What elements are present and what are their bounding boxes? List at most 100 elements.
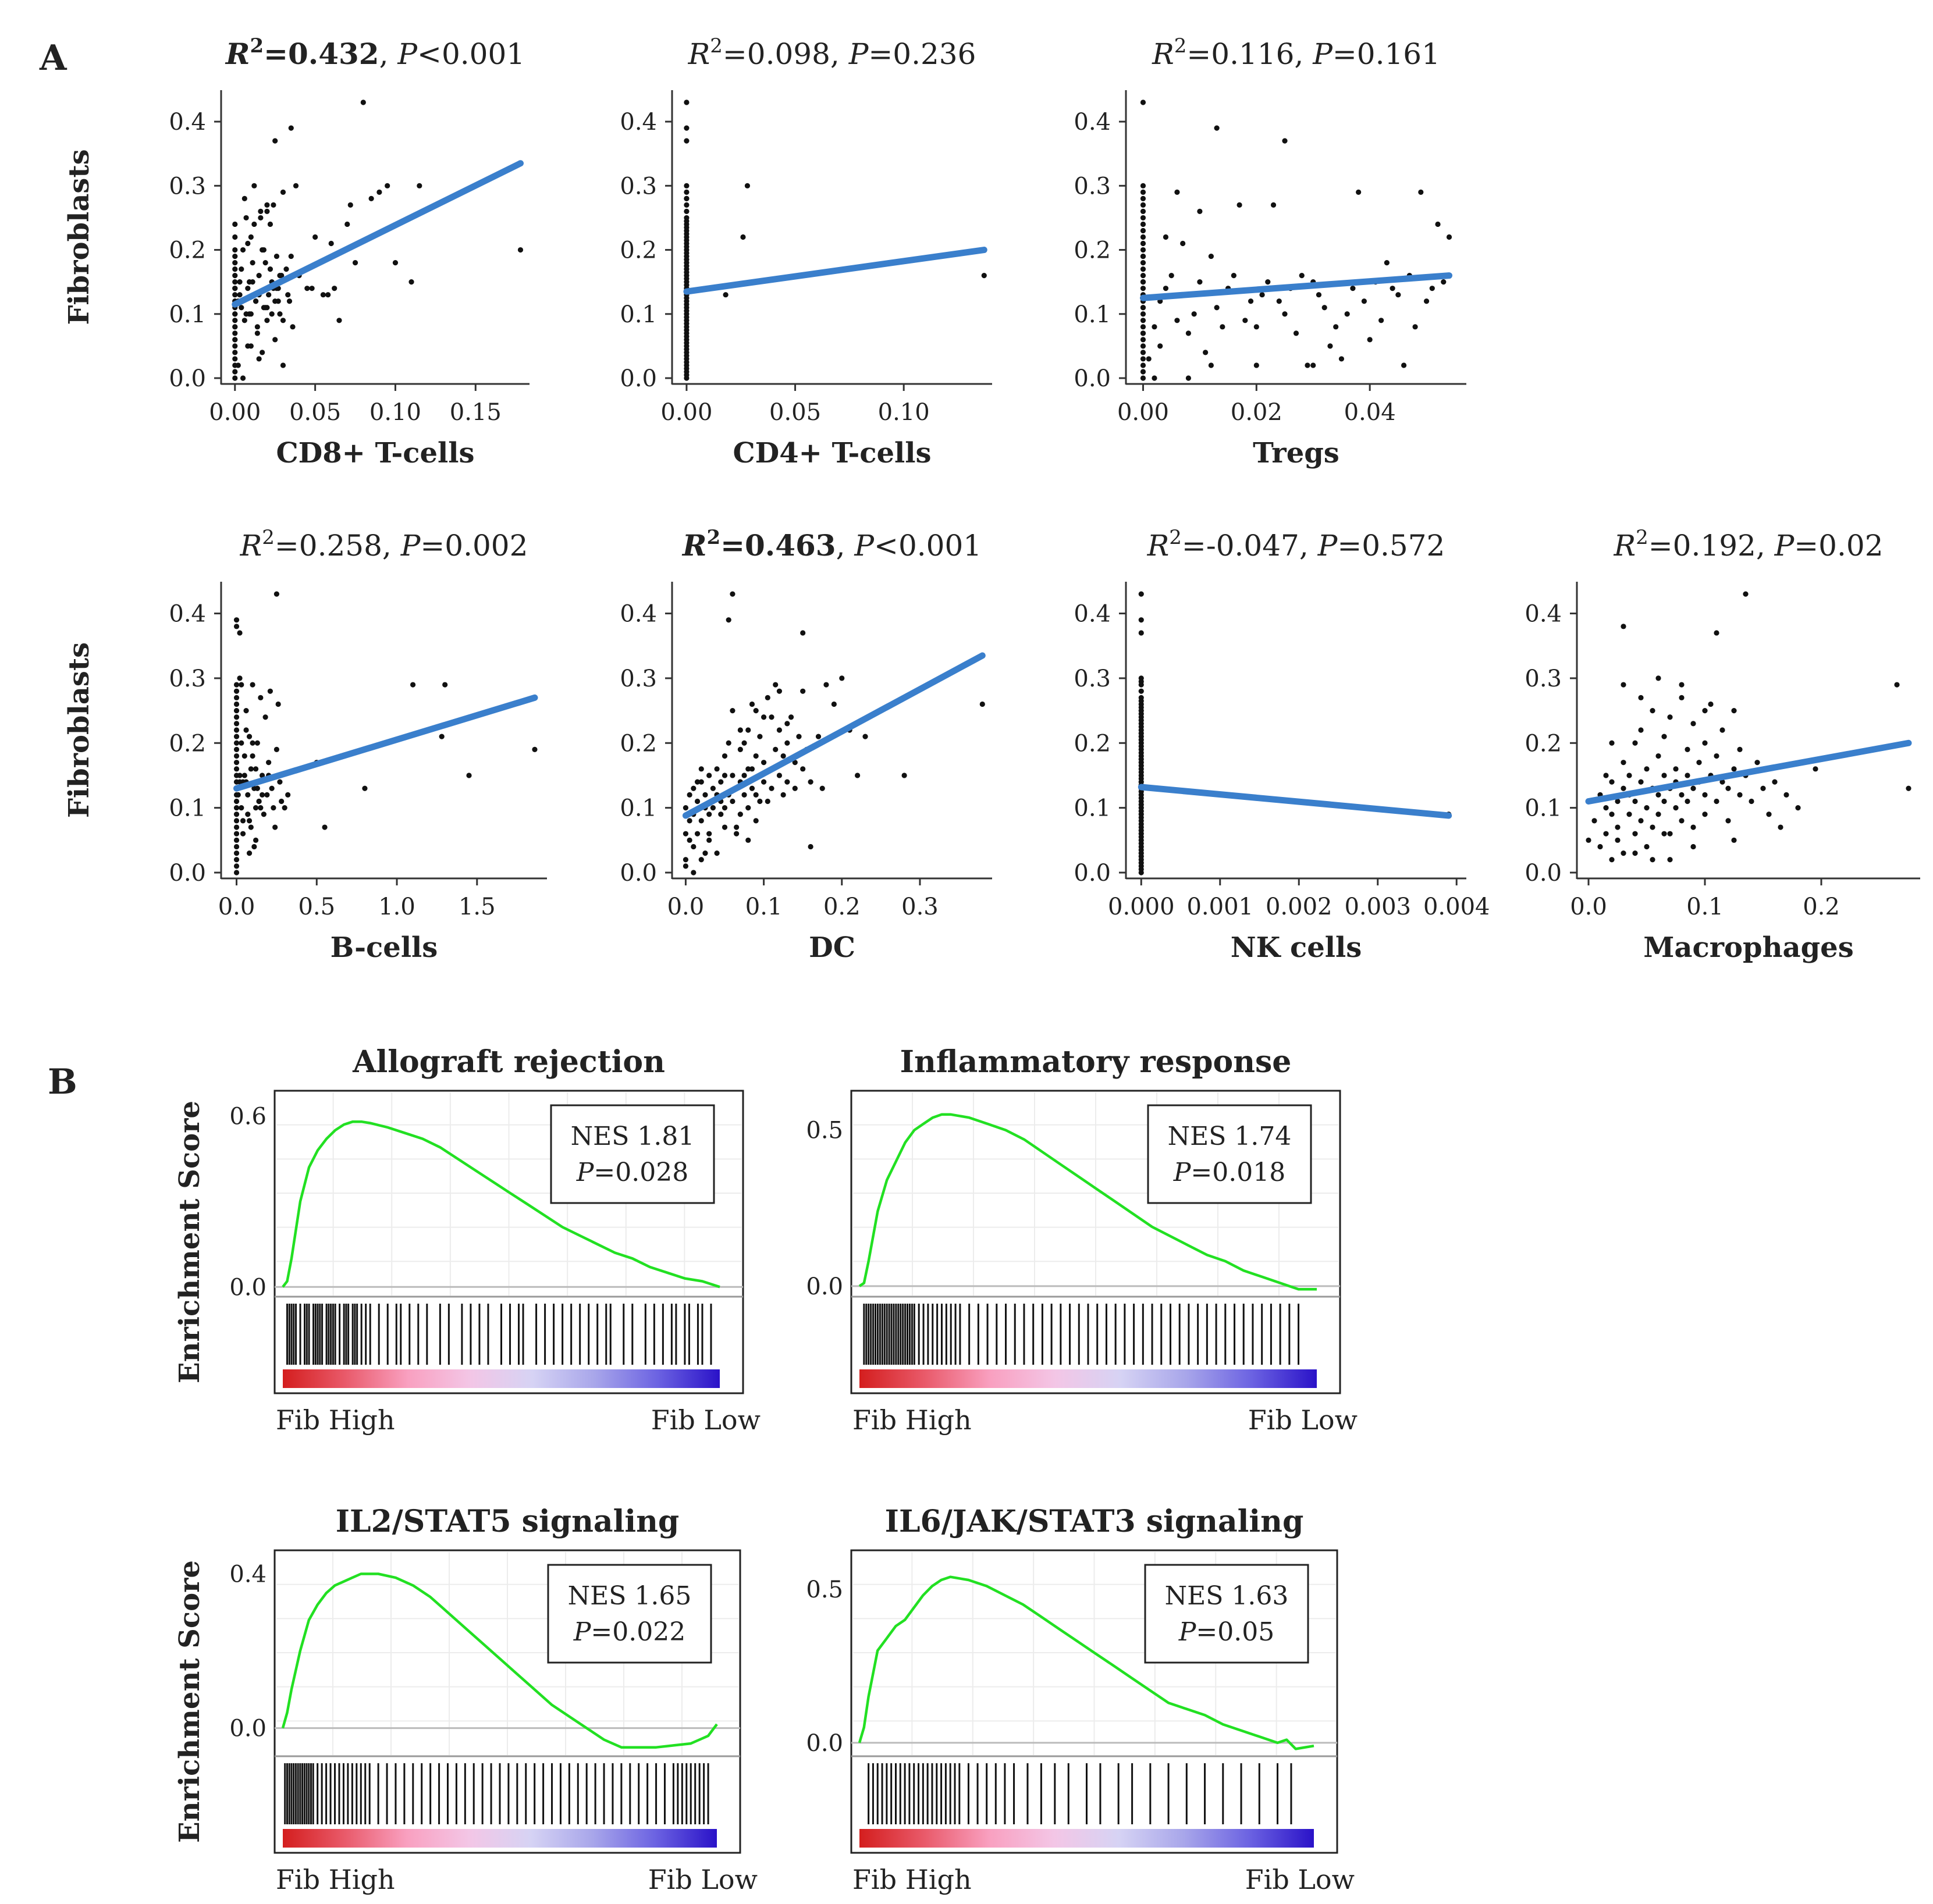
data-point (243, 215, 249, 221)
data-point (1690, 721, 1696, 727)
data-point (1638, 779, 1644, 785)
data-point (232, 369, 238, 375)
data-point (240, 247, 246, 253)
data-point (233, 682, 240, 688)
scatter-plot-cd4: 0.0 0.1 0.2 0.3 0.4 0.00 0.05 0.10 R2=0.098, P=0… (620, 34, 992, 469)
data-point (1655, 812, 1661, 817)
data-point (702, 850, 708, 856)
data-point (1650, 707, 1655, 714)
data-point (1661, 734, 1667, 739)
data-point (684, 372, 690, 378)
data-point (1140, 247, 1146, 253)
data-point (1299, 273, 1305, 279)
data-point (684, 353, 690, 359)
data-point (1344, 311, 1350, 317)
data-point (1429, 286, 1435, 291)
data-point (1138, 756, 1144, 762)
data-point (347, 202, 353, 208)
data-point (312, 234, 318, 240)
fib-low-label: Fib Low (648, 1864, 758, 1895)
data-point (1655, 675, 1661, 681)
data-point (232, 292, 238, 298)
data-point (753, 792, 759, 798)
data-point (1138, 866, 1144, 873)
data-point (1702, 707, 1708, 714)
data-point (1638, 818, 1644, 824)
data-point (1591, 818, 1597, 824)
data-point (269, 311, 275, 317)
data-point (684, 263, 690, 269)
y-tick-label: 0.0 (169, 365, 206, 392)
data-point (839, 675, 845, 681)
data-point (290, 324, 296, 330)
data-point (1138, 730, 1144, 736)
data-point (684, 282, 690, 288)
data-point (233, 714, 240, 720)
data-point (1138, 828, 1144, 834)
data-point (1140, 189, 1146, 195)
data-point (1138, 795, 1144, 801)
data-point (831, 701, 837, 707)
data-point (237, 773, 243, 778)
data-point (233, 863, 240, 869)
data-point (266, 292, 272, 298)
data-point (702, 792, 708, 798)
data-point (233, 753, 240, 759)
data-point (466, 773, 472, 778)
data-point (233, 850, 240, 856)
data-point (1138, 763, 1144, 768)
gsea-title: Inflammatory response (900, 1044, 1292, 1080)
data-point (360, 99, 366, 105)
data-point (1174, 318, 1180, 323)
data-point (245, 343, 251, 349)
data-point (368, 195, 374, 201)
data-point (722, 824, 728, 830)
data-point (1138, 711, 1144, 717)
data-point (684, 346, 690, 352)
data-point (1685, 746, 1690, 753)
data-point (741, 740, 747, 746)
y-tick-label: 0.0 (229, 1274, 267, 1301)
data-point (248, 766, 254, 772)
y-tick-label: 0.3 (1074, 173, 1111, 200)
x-tick-label: 0.05 (289, 399, 341, 426)
y-tick-label: 0.4 (1074, 109, 1111, 136)
data-point (684, 333, 690, 339)
data-point (239, 682, 244, 688)
data-point (1270, 202, 1277, 208)
data-point (1609, 857, 1615, 863)
x-tick-label: 0.00 (1117, 399, 1169, 426)
data-point (232, 343, 238, 349)
data-point (325, 292, 331, 298)
data-point (730, 707, 735, 714)
data-point (792, 760, 798, 766)
data-point (1778, 824, 1783, 830)
data-point (267, 221, 273, 227)
data-point (1638, 727, 1644, 733)
gsea-plot-il2: 0.0 0.4 NES 1.65 P=0.022 IL2/STAT5 signaling… (173, 1504, 758, 1895)
data-point (1378, 318, 1384, 323)
data-point (232, 356, 238, 362)
data-point (691, 870, 697, 876)
x-tick-label: 0.04 (1344, 399, 1396, 426)
data-point (1138, 847, 1144, 853)
data-point (1157, 343, 1163, 349)
x-tick-label: 0.0 (218, 894, 255, 920)
data-point (815, 734, 822, 739)
y-tick-label: 0.4 (620, 109, 657, 136)
fib-high-label: Fib High (852, 1404, 972, 1436)
data-point (730, 591, 735, 597)
y-tick-label: 0.5 (806, 1118, 843, 1144)
data-point (1673, 805, 1679, 811)
data-point (232, 350, 238, 355)
regression-line (1138, 784, 1452, 819)
data-point (684, 340, 690, 346)
data-point (1140, 259, 1146, 266)
data-point (684, 138, 690, 144)
data-point (684, 218, 690, 224)
data-point (1140, 195, 1146, 201)
data-point (410, 682, 416, 688)
data-point (392, 259, 399, 266)
data-point (332, 286, 337, 291)
regression-line (1139, 272, 1453, 301)
